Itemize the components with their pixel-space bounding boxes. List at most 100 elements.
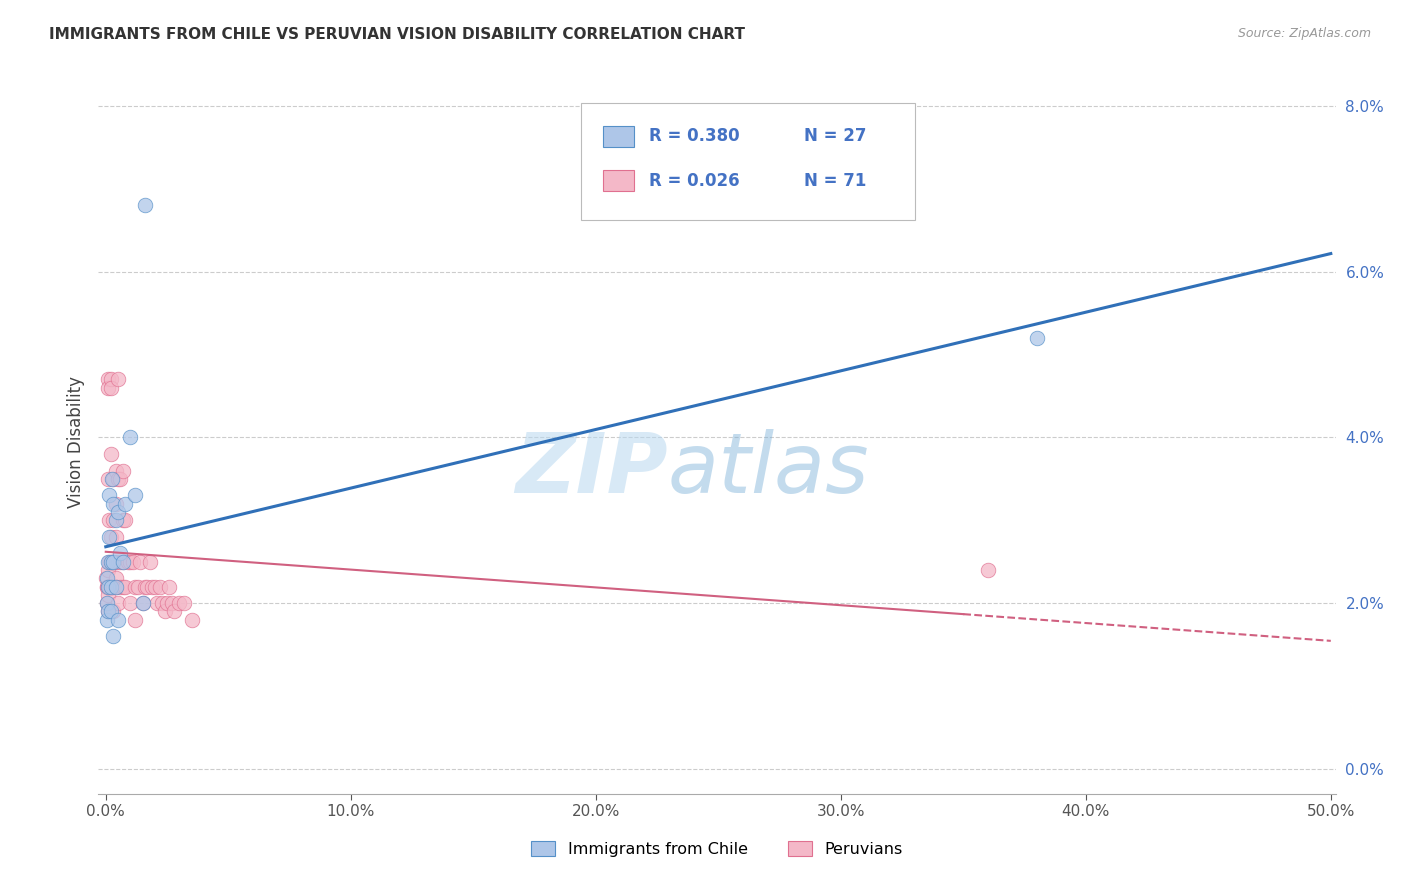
Point [100,372,122,386]
Point [114,513,136,527]
Text: N = 71: N = 71 [804,172,866,190]
Point [153,605,176,619]
Point [134,198,156,212]
Point [104,497,127,511]
Legend: Immigrants from Chile, Peruvians: Immigrants from Chile, Peruvians [524,835,910,863]
Point [97,472,120,486]
Point [107,555,129,569]
FancyBboxPatch shape [603,170,634,192]
Point [107,472,129,486]
Point [104,580,127,594]
Point [97,605,120,619]
Point [169,596,191,610]
Point [124,488,146,502]
Text: Source: ZipAtlas.com: Source: ZipAtlas.com [1237,27,1371,40]
Text: R = 0.026: R = 0.026 [650,172,740,190]
Point [100,580,122,594]
Point [114,580,136,594]
Point [173,596,195,610]
Point [100,530,122,544]
Point [149,580,172,594]
Point [96,580,118,594]
Text: R = 0.380: R = 0.380 [650,128,740,145]
Point [111,580,134,594]
Point [98,488,121,502]
Point [141,580,163,594]
Point [120,555,142,569]
Point [120,596,142,610]
Point [97,605,120,619]
Point [97,530,120,544]
Point [104,530,127,544]
Point [97,563,120,577]
Point [143,580,166,594]
Text: atlas: atlas [668,429,869,510]
Y-axis label: Vision Disability: Vision Disability [66,376,84,508]
Point [97,588,120,602]
Point [136,580,159,594]
Point [163,605,186,619]
FancyBboxPatch shape [603,126,634,147]
Point [101,513,124,527]
Point [96,571,118,585]
Point [100,555,122,569]
Point [96,596,118,610]
Point [110,580,132,594]
Point [107,613,129,627]
Point [97,555,120,569]
Point [124,580,146,594]
Point [1025,331,1047,345]
Point [111,555,134,569]
Point [110,472,132,486]
Point [97,555,120,569]
Text: N = 27: N = 27 [804,128,866,145]
Point [100,447,122,461]
Point [100,555,122,569]
Point [111,464,134,478]
Point [97,580,120,594]
Point [100,580,122,594]
Point [104,464,127,478]
Point [110,546,132,560]
Point [120,430,142,444]
Point [131,596,153,610]
Point [97,580,120,594]
Point [139,555,162,569]
Point [101,629,124,643]
Point [977,563,1000,577]
Point [124,613,146,627]
Point [150,596,173,610]
Point [107,596,129,610]
Point [96,613,118,627]
Point [98,513,121,527]
Text: ZIP: ZIP [515,429,668,510]
Point [107,372,129,386]
Point [107,505,129,519]
Point [101,605,124,619]
Point [101,472,124,486]
Point [104,571,127,585]
Point [104,513,127,527]
Point [101,555,124,569]
Point [129,555,152,569]
Point [180,613,202,627]
FancyBboxPatch shape [581,103,915,219]
Point [101,555,124,569]
Point [101,580,124,594]
Point [159,580,181,594]
Point [111,513,134,527]
Text: IMMIGRANTS FROM CHILE VS PERUVIAN VISION DISABILITY CORRELATION CHART: IMMIGRANTS FROM CHILE VS PERUVIAN VISION… [49,27,745,42]
Point [134,580,156,594]
Point [98,580,121,594]
Point [114,497,136,511]
Point [101,555,124,569]
Point [121,555,143,569]
Point [156,596,179,610]
Point [100,381,122,395]
Point [131,596,153,610]
Point [97,372,120,386]
Point [117,555,139,569]
Point [97,381,120,395]
Point [96,580,118,594]
Point [96,596,118,610]
